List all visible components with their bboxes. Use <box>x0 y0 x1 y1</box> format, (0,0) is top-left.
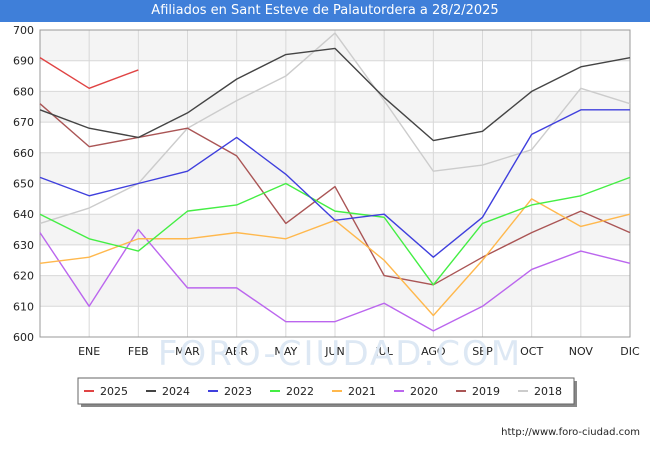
y-tick-label: 640 <box>13 208 34 221</box>
legend-label-2020: 2020 <box>410 385 438 398</box>
x-tick-label: ABR <box>225 345 248 358</box>
legend-label-2018: 2018 <box>534 385 562 398</box>
legend-box <box>77 377 575 405</box>
y-tick-label: 690 <box>13 55 34 68</box>
y-tick-label: 630 <box>13 239 34 252</box>
series-line-2025 <box>39 57 139 90</box>
x-tick-label: JUL <box>374 345 393 358</box>
watermark: FORO-CIUDAD.COM <box>158 334 522 374</box>
x-tick-label: AGO <box>421 345 446 358</box>
y-tick-label: 620 <box>13 270 34 283</box>
legend-label-2021: 2021 <box>348 385 376 398</box>
y-tick-label: 660 <box>13 147 34 160</box>
legend-label-2024: 2024 <box>162 385 190 398</box>
y-tick-label: 600 <box>13 331 34 344</box>
series-line-2023 <box>39 109 630 258</box>
x-tick-label: JUN <box>324 345 345 358</box>
legend-label-2023: 2023 <box>224 385 252 398</box>
y-tick-label: 650 <box>13 178 34 191</box>
x-tick-label: DIC <box>620 345 640 358</box>
series-line-2022 <box>39 176 631 286</box>
source-url[interactable]: http://www.foro-ciudad.com <box>501 427 640 438</box>
legend-label-2019: 2019 <box>472 385 500 398</box>
plot-border <box>39 29 631 338</box>
series-line-2020 <box>39 228 631 332</box>
y-tick-label: 610 <box>13 300 34 313</box>
x-tick-label: ENE <box>78 345 100 358</box>
y-tick-label: 700 <box>13 24 34 37</box>
x-tick-label: FEB <box>128 345 149 358</box>
series-line-2024 <box>39 47 631 142</box>
legend-label-2025: 2025 <box>100 385 128 398</box>
x-tick-label: MAY <box>274 345 297 358</box>
x-tick-label: SEP <box>472 345 493 358</box>
chart-title: Afiliados en Sant Esteve de Palautordera… <box>151 3 499 18</box>
x-tick-label: MAR <box>175 345 200 358</box>
title-bar <box>0 0 650 22</box>
y-tick-label: 670 <box>13 116 34 129</box>
legend-label-2022: 2022 <box>286 385 314 398</box>
x-tick-label: OCT <box>520 345 543 358</box>
x-tick-label: NOV <box>569 345 594 358</box>
y-tick-label: 680 <box>13 85 34 98</box>
